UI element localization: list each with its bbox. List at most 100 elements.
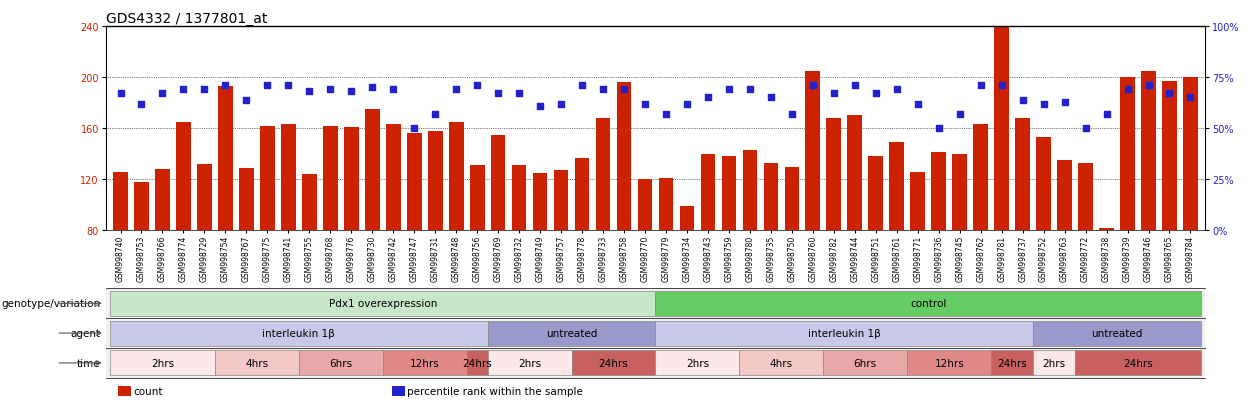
Point <box>803 83 823 89</box>
Point <box>279 83 299 89</box>
Bar <box>1162 82 1177 333</box>
Point <box>1097 111 1117 118</box>
Bar <box>908 351 991 375</box>
Point <box>1139 83 1159 89</box>
Text: percentile rank within the sample: percentile rank within the sample <box>407 386 583 396</box>
Bar <box>488 321 655 346</box>
Point <box>677 101 697 108</box>
Text: 2hrs: 2hrs <box>1042 358 1066 368</box>
Text: 24hrs: 24hrs <box>1123 358 1153 368</box>
Text: 2hrs: 2hrs <box>151 358 174 368</box>
Bar <box>1120 78 1135 333</box>
Bar <box>1142 71 1155 333</box>
Text: GDS4332 / 1377801_at: GDS4332 / 1377801_at <box>106 12 268 26</box>
Point <box>426 111 446 118</box>
Point <box>1118 87 1138 93</box>
Point <box>886 87 906 93</box>
Bar <box>260 126 275 333</box>
Bar <box>827 119 842 333</box>
Point <box>824 91 844 97</box>
Bar <box>1099 228 1114 333</box>
Bar <box>491 135 505 333</box>
Bar <box>281 125 296 333</box>
Bar <box>554 171 569 333</box>
Bar <box>110 321 488 346</box>
Text: interleukin 1β: interleukin 1β <box>808 328 880 338</box>
Bar <box>299 351 382 375</box>
Text: Pdx1 overexpression: Pdx1 overexpression <box>329 299 437 309</box>
Bar <box>763 163 778 333</box>
Text: 2hrs: 2hrs <box>518 358 542 368</box>
Bar <box>974 125 989 333</box>
Text: 6hrs: 6hrs <box>329 358 352 368</box>
Bar <box>1036 138 1051 333</box>
Point <box>865 91 885 97</box>
Text: untreated: untreated <box>545 328 598 338</box>
Point <box>950 111 970 118</box>
Bar <box>740 351 823 375</box>
Bar <box>1183 78 1198 333</box>
Bar <box>742 150 757 333</box>
Point <box>552 101 571 108</box>
Bar <box>806 71 820 333</box>
Point <box>111 91 131 97</box>
Point <box>573 83 593 89</box>
Bar <box>467 351 488 375</box>
Point <box>488 91 508 97</box>
Bar <box>659 178 674 333</box>
Bar <box>575 158 589 333</box>
Point <box>341 89 361 95</box>
Bar <box>218 87 233 333</box>
Point <box>405 126 425 132</box>
Text: genotype/variation: genotype/variation <box>1 299 101 309</box>
Point <box>194 87 214 93</box>
Point <box>1033 101 1053 108</box>
Point <box>593 87 613 93</box>
Bar <box>156 170 169 333</box>
Bar <box>215 351 299 375</box>
Text: agent: agent <box>70 328 101 338</box>
Text: 24hrs: 24hrs <box>462 358 492 368</box>
Bar <box>1057 161 1072 333</box>
Point <box>215 83 235 89</box>
Text: control: control <box>910 299 946 309</box>
Bar <box>616 83 631 333</box>
Bar <box>1033 351 1076 375</box>
Point <box>152 91 172 97</box>
Bar <box>931 153 946 333</box>
Bar <box>303 175 316 333</box>
Bar <box>571 351 655 375</box>
Point <box>698 95 718 102</box>
Point <box>1180 95 1200 102</box>
Bar <box>848 116 862 333</box>
Point <box>992 83 1012 89</box>
Point <box>446 87 466 93</box>
Bar <box>680 206 695 333</box>
Point <box>1012 97 1032 104</box>
Bar <box>239 169 254 333</box>
Point <box>718 87 738 93</box>
Point <box>258 83 278 89</box>
Bar <box>701 154 716 333</box>
Text: 2hrs: 2hrs <box>686 358 708 368</box>
Bar <box>134 183 149 333</box>
Bar <box>1033 321 1201 346</box>
Point <box>132 101 152 108</box>
Bar <box>449 123 463 333</box>
Bar <box>407 134 422 333</box>
Point <box>1159 91 1179 97</box>
Bar <box>110 291 655 316</box>
Point <box>845 83 865 89</box>
Point <box>383 87 403 93</box>
Point <box>299 89 319 95</box>
Bar <box>995 14 1008 333</box>
Point <box>761 95 781 102</box>
Bar <box>1015 119 1030 333</box>
Bar <box>365 110 380 333</box>
Text: 4hrs: 4hrs <box>245 358 269 368</box>
Bar <box>889 143 904 333</box>
Bar <box>722 157 736 333</box>
Point <box>467 83 487 89</box>
Point <box>530 103 550 110</box>
Bar <box>991 351 1033 375</box>
